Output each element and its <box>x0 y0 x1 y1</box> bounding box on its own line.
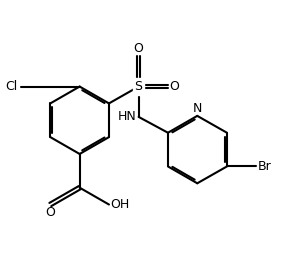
Text: N: N <box>192 102 202 115</box>
Text: OH: OH <box>111 198 130 211</box>
Text: HN: HN <box>118 110 137 123</box>
Text: O: O <box>170 80 180 93</box>
Text: Br: Br <box>258 160 272 173</box>
Text: O: O <box>134 42 144 55</box>
Text: S: S <box>135 80 143 93</box>
Text: O: O <box>45 206 55 219</box>
Text: Cl: Cl <box>6 80 18 93</box>
